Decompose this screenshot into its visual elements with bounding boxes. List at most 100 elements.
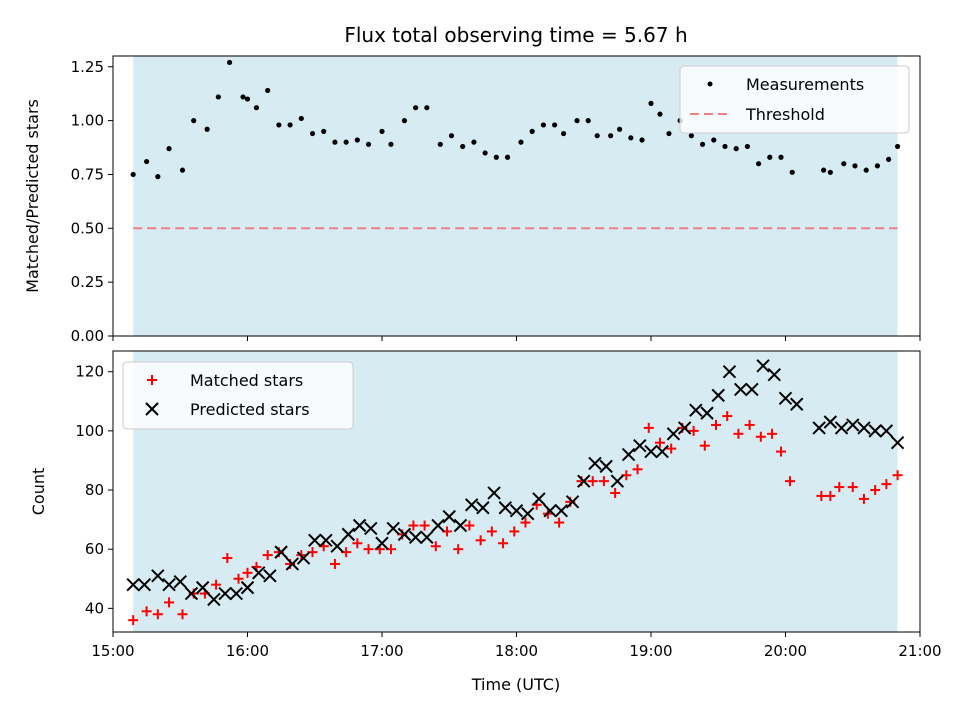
measurement-point: [841, 161, 847, 167]
x-tick-label: 16:00: [226, 642, 269, 660]
x-tick-label: 15:00: [91, 642, 134, 660]
predicted-point: [431, 518, 445, 533]
predicted-point: [857, 421, 871, 435]
matched-point: [892, 470, 903, 481]
predicted-point: [229, 586, 243, 601]
matched-point: [164, 597, 175, 608]
measurement-point: [379, 128, 385, 134]
predicted-point: [408, 530, 423, 545]
bottom-y-ticks: 40 60 80 100 120: [75, 363, 113, 617]
predicted-point: [341, 527, 356, 542]
matched-point: [177, 609, 188, 620]
measurement-point: [789, 169, 795, 175]
matched-point: [834, 482, 845, 493]
predicted-point: [420, 530, 434, 545]
matched-point: [233, 573, 244, 584]
predicted-point: [252, 566, 266, 580]
x-tick-label: 19:00: [629, 642, 672, 660]
predicted-point: [126, 577, 140, 592]
matched-point: [776, 446, 787, 457]
predicted-point: [509, 504, 524, 518]
predicted-point: [879, 424, 894, 438]
measurement-point: [540, 122, 547, 128]
matched-legend-label: Matched stars: [190, 371, 303, 390]
measurement-point: [874, 163, 881, 169]
predicted-point: [588, 456, 602, 471]
matched-point: [141, 606, 152, 617]
measurement-point: [437, 141, 443, 147]
predicted-point: [498, 501, 512, 515]
measurement-point: [144, 158, 150, 165]
matched-point: [816, 490, 827, 501]
measurement-point: [244, 96, 251, 102]
predicted-point: [644, 444, 658, 459]
count-panel: 40 60 80 100 120 15:00 16:00 17:00 18:00 19:00 20…: [29, 350, 942, 694]
predicted-point: [487, 486, 501, 500]
predicted-point: [722, 364, 737, 379]
measurement-point: [886, 156, 892, 162]
predicted-point: [666, 427, 681, 441]
predicted-point: [655, 444, 669, 459]
measurement-point: [471, 139, 477, 145]
measurement-point: [821, 167, 827, 173]
matched-point: [222, 553, 233, 564]
matched-point: [825, 490, 836, 501]
predicted-point: [756, 359, 770, 373]
predicted-point: [767, 367, 781, 382]
matched-point: [744, 419, 755, 430]
measurement-point: [744, 143, 750, 150]
matched-point: [498, 538, 509, 549]
predicted-point: [677, 421, 692, 435]
measurement-point: [594, 133, 600, 139]
measurement-point: [767, 154, 773, 160]
bottom-y-tick-label: 60: [85, 540, 104, 558]
matched-point: [554, 517, 565, 528]
predicted-point: [137, 577, 152, 592]
predicted-point: [745, 382, 759, 397]
measurement-point: [852, 163, 858, 169]
predicted-point: [565, 495, 580, 509]
top-y-tick-label: 0.00: [71, 327, 104, 345]
measurement-point: [699, 141, 706, 147]
predicted-point: [812, 421, 826, 435]
top-legend: Measurements Threshold: [679, 65, 910, 134]
measurements-legend-marker: [707, 81, 713, 87]
measurement-point: [608, 133, 614, 139]
x-tick-label: 20:00: [764, 642, 807, 660]
matched-point: [475, 535, 486, 546]
predicted-point: [554, 504, 569, 518]
measurement-point: [574, 118, 580, 124]
top-y-tick-label: 1.00: [71, 112, 104, 130]
top-y-tick-label: 0.25: [71, 273, 104, 291]
measurement-point: [309, 130, 316, 137]
bottom-legend: Matched stars Predicted stars: [122, 361, 354, 430]
measurement-point: [628, 135, 634, 141]
matched-point: [722, 411, 733, 422]
matched-point: [784, 476, 795, 487]
predicted-point: [543, 504, 557, 518]
measurement-point: [448, 133, 455, 139]
predicted-point: [296, 551, 311, 565]
predicted-point: [397, 527, 412, 542]
predicted-point: [464, 498, 479, 512]
x-tick-label: 21:00: [898, 642, 941, 660]
predicted-point: [633, 438, 647, 453]
predicted-point: [733, 382, 748, 397]
matched-point: [509, 526, 520, 537]
measurement-point: [298, 115, 304, 122]
measurement-point: [226, 59, 233, 66]
matched-point: [128, 615, 139, 626]
matched-point: [870, 485, 881, 496]
predicted-point: [218, 586, 232, 601]
measurement-point: [518, 139, 524, 145]
matched-point: [352, 538, 363, 549]
measurement-point: [666, 130, 672, 137]
matched-point: [858, 493, 869, 504]
x-axis-label: Time (UTC): [471, 675, 560, 694]
matched-point: [654, 437, 665, 448]
predicted-point: [599, 459, 613, 474]
predicted-point: [846, 418, 860, 432]
measurement-point: [617, 126, 623, 132]
matched-points: [128, 411, 903, 626]
predicted-legend-marker: [145, 402, 159, 416]
